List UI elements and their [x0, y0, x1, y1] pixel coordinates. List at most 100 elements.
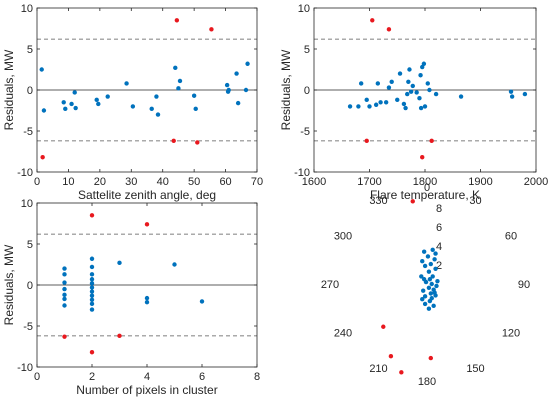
- data-point-blue: [386, 85, 392, 90]
- data-point-blue: [403, 105, 408, 111]
- data-point-blue: [63, 106, 68, 112]
- angle-label: 30: [469, 195, 481, 207]
- data-point-blue: [373, 102, 379, 107]
- data-point-blue: [509, 94, 515, 99]
- data-point-blue: [89, 289, 95, 294]
- x-tick-label: 1600: [302, 176, 326, 188]
- data-point-blue: [383, 100, 389, 105]
- data-point-blue: [243, 87, 249, 93]
- angle-label: 0: [424, 182, 430, 194]
- data-point-blue: [433, 91, 439, 97]
- chart-p2: 1600 1700 1800 1900 2000 10 5 0 -5 -10 Flare tempe…: [279, 3, 548, 202]
- data-point-blue: [410, 83, 415, 89]
- angle-label: 60: [505, 231, 517, 243]
- data-point-red: [388, 354, 394, 359]
- angle-label: 240: [334, 328, 352, 340]
- y-tick-label: -10: [17, 167, 33, 179]
- data-point-blue: [245, 61, 250, 66]
- radial-label: 2: [436, 260, 442, 272]
- data-point-red: [386, 27, 392, 32]
- x-tick-label: 0: [34, 371, 40, 383]
- y-tick-label: -10: [17, 362, 33, 374]
- data-point-blue: [39, 67, 44, 72]
- angle-label: 120: [502, 328, 520, 340]
- data-point-blue: [422, 263, 428, 269]
- x-tick-label: 1700: [357, 176, 381, 188]
- data-point-blue: [417, 96, 422, 101]
- data-point-blue: [117, 260, 122, 266]
- data-point-red: [144, 222, 150, 227]
- data-point-blue: [173, 65, 178, 71]
- data-point-blue: [62, 272, 67, 277]
- angle-label: 300: [334, 231, 352, 243]
- data-point-blue: [72, 90, 77, 95]
- data-point-blue: [405, 91, 410, 97]
- x-tick-label: 8: [254, 371, 260, 383]
- data-point-blue: [378, 100, 383, 105]
- data-point-blue: [420, 259, 425, 264]
- data-point-blue: [89, 285, 95, 290]
- angle-label: 180: [418, 376, 436, 388]
- data-point-blue: [226, 87, 231, 93]
- x-tick-label: 0: [34, 176, 40, 188]
- data-point-red: [420, 155, 425, 160]
- data-point-blue: [431, 303, 436, 309]
- data-point-blue: [427, 277, 433, 282]
- data-point-blue: [364, 97, 369, 103]
- x-tick-label: 70: [251, 176, 263, 188]
- data-point-blue: [425, 254, 431, 259]
- x-tick-label: 50: [188, 176, 200, 188]
- data-point-blue: [62, 296, 67, 302]
- y-tick-label: -10: [294, 167, 310, 179]
- data-point-blue: [62, 266, 67, 271]
- y-tick-label: 0: [27, 280, 33, 292]
- y-tick-label: 10: [21, 198, 33, 210]
- data-point-blue: [414, 90, 419, 95]
- data-point-blue: [356, 104, 361, 109]
- data-point-blue: [62, 292, 67, 298]
- data-point-red: [171, 138, 176, 144]
- data-point-red: [428, 355, 433, 361]
- angle-label: 270: [321, 279, 339, 291]
- data-point-red: [209, 27, 214, 32]
- y-tick-label: 5: [27, 44, 33, 56]
- y-tick-label: 10: [298, 3, 310, 15]
- data-point-blue: [73, 105, 78, 111]
- y-axis-label: Residuals, MW: [2, 49, 16, 130]
- data-point-blue: [375, 81, 381, 86]
- x-tick-label: 10: [62, 176, 74, 188]
- x-tick-label: 2: [89, 371, 95, 383]
- y-tick-label: -5: [23, 126, 33, 138]
- data-point-blue: [234, 71, 239, 76]
- data-point-blue: [154, 94, 159, 99]
- angle-label: 210: [369, 363, 387, 375]
- data-point-blue: [89, 272, 95, 277]
- angle-label: 90: [518, 279, 530, 291]
- data-point-blue: [235, 100, 241, 106]
- data-point-blue: [69, 101, 74, 107]
- radial-label: 6: [436, 222, 442, 234]
- data-point-red: [89, 213, 95, 218]
- data-point-blue: [61, 100, 66, 105]
- data-point-blue: [41, 108, 47, 113]
- data-point-blue: [367, 104, 372, 109]
- data-point-blue: [430, 274, 435, 279]
- data-point-blue: [458, 94, 464, 99]
- x-tick-label: 2000: [524, 176, 548, 188]
- data-point-blue: [428, 291, 433, 296]
- data-point-red: [40, 155, 45, 160]
- data-point-blue: [89, 277, 95, 282]
- data-point-blue: [89, 281, 95, 286]
- x-tick-label: 60: [219, 176, 231, 188]
- data-point-blue: [89, 301, 95, 307]
- data-point-blue: [144, 300, 150, 305]
- data-point-red: [381, 324, 386, 329]
- data-point-blue: [418, 105, 424, 111]
- x-tick-label: 20: [94, 176, 106, 188]
- data-point-blue: [508, 89, 514, 94]
- y-tick-label: -5: [23, 321, 33, 333]
- data-point-blue: [89, 264, 95, 270]
- data-point-blue: [427, 298, 433, 304]
- data-point-blue: [62, 286, 67, 292]
